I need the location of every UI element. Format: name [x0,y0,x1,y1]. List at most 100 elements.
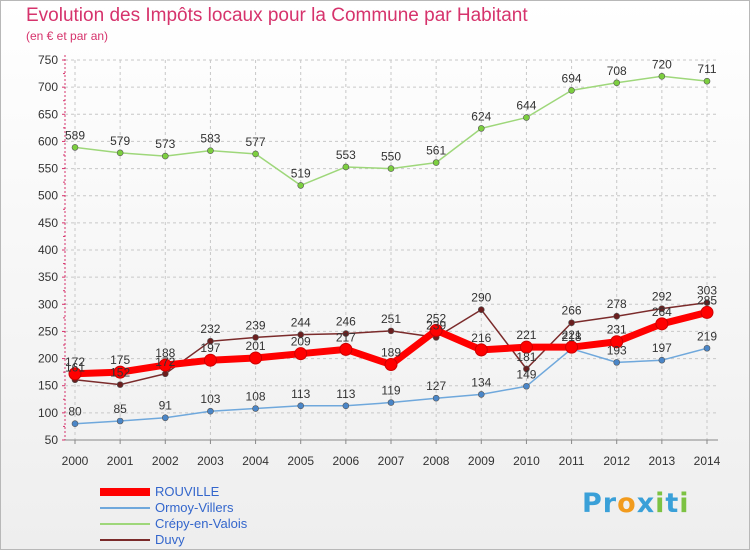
data-point-ormoy-villers [161,414,169,422]
data-point-ormoy-villers [342,402,350,410]
data-point-crépy-en-valois [387,165,395,172]
legend-swatch [100,539,150,541]
data-label: 577 [246,135,266,149]
legend-swatch [100,488,150,496]
data-label: 239 [246,318,266,332]
data-label: 172 [65,355,85,369]
x-tick-label: 2012 [603,454,630,468]
y-tick-label: 700 [38,80,58,94]
data-label: 85 [113,402,127,416]
data-point-crépy-en-valois [161,152,169,160]
data-point-rouville [565,340,579,354]
data-point-duvy [342,330,350,337]
data-label: 161 [65,361,85,375]
data-point-ormoy-villers [523,382,530,390]
x-tick-label: 2009 [468,454,495,468]
data-point-rouville [474,343,488,357]
data-label: 216 [471,331,491,345]
data-label: 589 [65,128,85,142]
logo-letter: t [665,488,680,519]
series-layer [68,72,714,428]
x-tick-label: 2008 [423,454,450,468]
data-label: 694 [562,71,582,85]
data-label: 219 [697,329,717,343]
data-label: 264 [652,305,672,319]
data-point-duvy [116,381,124,388]
y-tick-label: 550 [38,162,58,176]
data-label: 127 [426,379,446,393]
y-tick-label: 300 [38,297,58,311]
data-point-crépy-en-valois [71,144,79,151]
logo-letter: i [679,488,690,519]
y-tick-label: 450 [38,216,58,230]
data-label: 80 [68,405,82,419]
x-tick-label: 2013 [649,454,676,468]
data-label: 197 [652,341,672,355]
data-label: 624 [471,109,491,123]
x-tick-label: 2001 [107,454,134,468]
chart-subtitle: (en € et par an) [26,29,109,43]
axes: 50 100 150 200 250 300 350 400 450 500 550 600 650 70… [38,53,721,468]
y-tick-label: 600 [38,134,58,148]
legend-label: Duvy [155,532,185,547]
data-label: 292 [652,290,672,304]
data-label: 221 [562,328,582,342]
data-point-rouville [249,351,263,365]
data-label: 113 [291,387,310,401]
data-label: 172 [155,355,175,369]
data-point-crépy-en-valois [613,79,621,87]
data-label: 519 [291,166,311,180]
y-tick-label: 500 [38,189,58,203]
data-label: 209 [291,335,311,349]
data-label: 218 [562,330,582,344]
legend-swatch [100,507,150,509]
data-point-rouville [610,335,624,349]
data-point-ormoy-villers [432,394,440,402]
y-tick-label: 750 [38,53,58,67]
data-point-rouville [113,365,127,379]
data-point-crépy-en-valois [116,149,124,157]
data-point-crépy-en-valois [568,87,575,94]
y-tick-label: 650 [38,107,58,121]
data-label: 152 [110,366,130,380]
y-tick-label: 100 [38,406,58,420]
data-label: 290 [471,291,491,305]
data-label: 708 [607,64,627,78]
data-point-crépy-en-valois [658,72,666,80]
data-label: 246 [336,315,356,329]
y-tick-label: 250 [38,324,58,338]
data-point-crépy-en-valois [477,125,485,132]
data-label: 239 [426,318,446,332]
logo-letter: P [582,488,603,519]
data-label: 221 [516,328,536,342]
data-point-duvy [252,334,259,341]
data-label: 266 [562,304,582,318]
data-labels-layer: 172 175 188 197 201 209 217 189 252 216 221 221 231 2… [65,57,717,418]
line-chart: 50 100 150 200 250 300 350 400 450 500 550 600 650 70… [38,53,721,468]
data-point-duvy [703,299,711,306]
data-point-ormoy-villers [252,405,259,412]
data-label: 103 [200,392,220,406]
data-label: 113 [336,387,355,401]
data-point-duvy [387,327,395,335]
data-point-rouville [294,347,308,361]
x-tick-label: 2005 [287,454,314,468]
y-tick-label: 50 [45,433,59,447]
data-point-rouville [700,305,714,319]
y-tick-label: 150 [38,379,58,393]
data-label: 285 [697,293,717,307]
data-label: 251 [381,312,401,326]
data-point-rouville [68,367,82,381]
data-point-duvy [161,370,169,378]
data-point-duvy [477,306,485,314]
data-point-rouville [519,340,533,354]
data-label: 579 [110,134,130,148]
data-point-crépy-en-valois [342,163,350,171]
data-point-ormoy-villers [207,407,214,415]
data-label: 561 [426,144,446,158]
data-label: 108 [246,390,266,404]
x-tick-label: 2006 [333,454,360,468]
data-label: 189 [381,346,401,360]
x-tick-label: 2010 [513,454,540,468]
x-tick-label: 2004 [242,454,269,468]
